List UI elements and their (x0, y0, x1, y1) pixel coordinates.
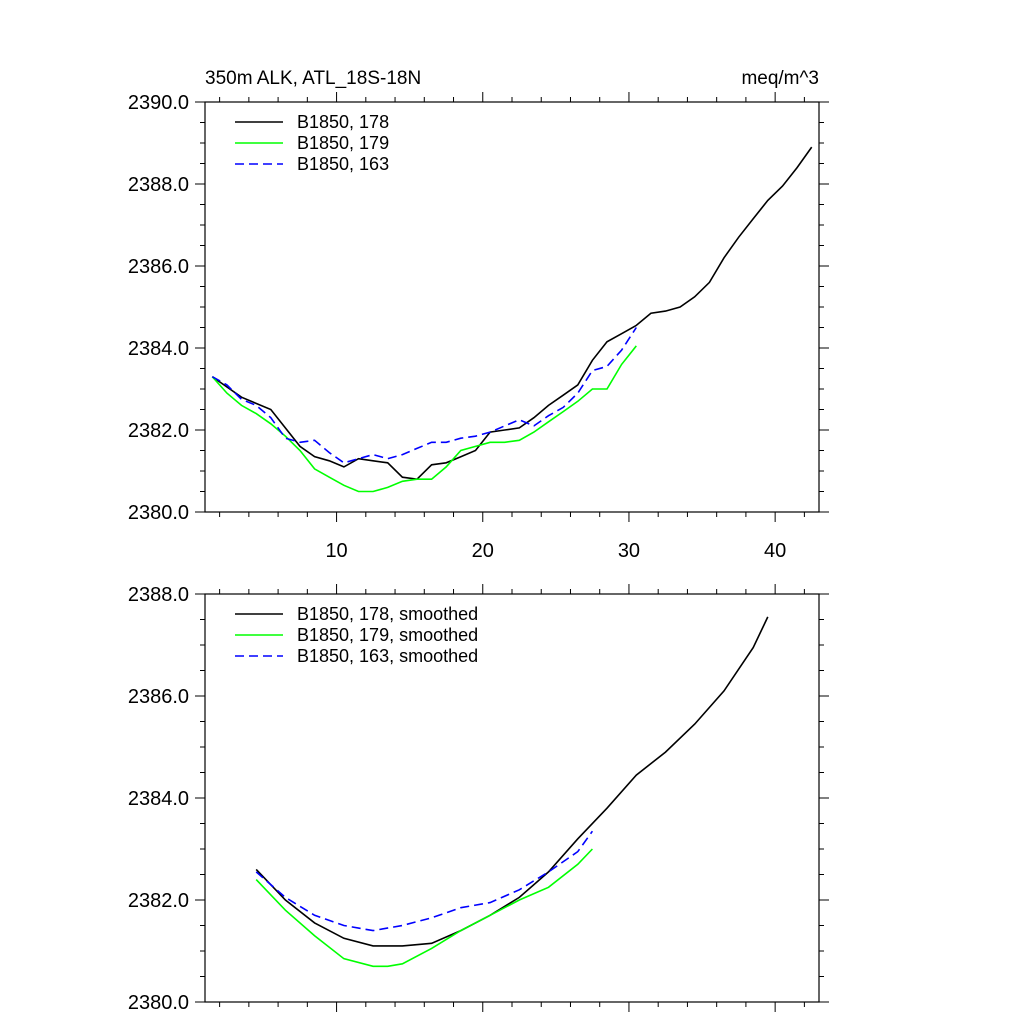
chart-panel-1: 2380.0 2382.0 2384.0 2386.0 2388.0 2390.0 10 20… (128, 68, 829, 562)
y-tick-label: 2382.0 (128, 420, 189, 442)
series-line-2 (211, 345, 637, 493)
series-line-1 (255, 616, 769, 947)
series-line-3 (211, 327, 637, 464)
legend-label: B1850, 163 (297, 154, 389, 174)
series-line-2 (255, 848, 593, 968)
y-tick-label: 2388.0 (128, 174, 189, 196)
legend-label: B1850, 179, smoothed (297, 625, 478, 645)
legend-label: B1850, 163, smoothed (297, 646, 478, 666)
chart-title: 350m ALK, ATL_18S-18N (205, 68, 421, 89)
chart-panel-2: 2380.0 2382.0 2384.0 2386.0 2388.0 B1850, 178… (128, 584, 829, 1014)
y-tick-label: 2388.0 (128, 584, 189, 606)
units-label: meq/m^3 (741, 68, 819, 89)
y-tick-label: 2380.0 (128, 992, 189, 1014)
legend-label: B1850, 178 (297, 112, 389, 132)
y-tick-label: 2384.0 (128, 338, 189, 360)
legend-label: B1850, 178, smoothed (297, 604, 478, 624)
y-tick-label: 2382.0 (128, 890, 189, 912)
x-tick-label: 30 (618, 540, 640, 562)
y-tick-label: 2386.0 (128, 256, 189, 278)
y-tick-label: 2386.0 (128, 686, 189, 708)
legend-label: B1850, 179 (297, 133, 389, 153)
series-line-1 (211, 146, 813, 481)
y-tick-label: 2390.0 (128, 92, 189, 114)
x-tick-label: 10 (325, 540, 347, 562)
x-tick-label: 40 (764, 540, 786, 562)
series-line-3 (255, 830, 594, 932)
y-tick-label: 2380.0 (128, 502, 189, 524)
y-tick-label: 2384.0 (128, 788, 189, 810)
x-tick-label: 20 (472, 540, 494, 562)
